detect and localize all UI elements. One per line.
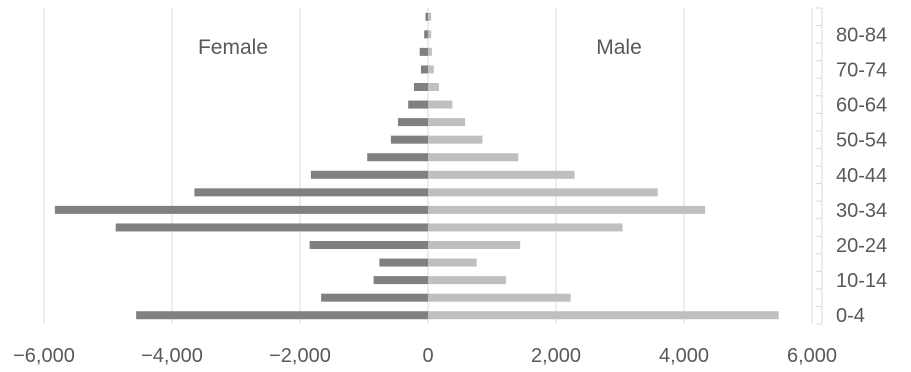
x-axis-tick-labels: −6,000 −4,000 −2,000 0 2,000 4,000 6,000 [13, 345, 837, 367]
bar-male-0-4 [428, 311, 779, 320]
bar-female-0-4 [136, 311, 428, 320]
bar-female-55-59 [397, 118, 428, 127]
bar-male-50-54 [428, 135, 483, 144]
x-tick-label: −6,000 [13, 345, 75, 367]
bar-male-45-49 [428, 153, 519, 162]
bar-male-5-9 [428, 293, 571, 302]
bar-male-25-29 [428, 223, 623, 232]
bar-male-35-39 [428, 188, 658, 197]
bar-female-75-79 [419, 47, 428, 56]
annotation-female: Female [198, 36, 268, 59]
bar-female-35-39 [194, 188, 428, 197]
category-labels: 0-4 10-14 20-24 30-34 40-44 50-54 60-64 70-74 80… [836, 24, 887, 327]
bar-female-40-44 [310, 170, 428, 179]
category-label: 60-64 [836, 95, 887, 117]
category-axis [816, 7, 823, 325]
category-label: 0-4 [836, 305, 865, 327]
x-tick-label: −2,000 [269, 345, 331, 367]
category-label: 70-74 [836, 59, 887, 81]
annotation-male: Male [596, 36, 642, 59]
bar-female-15-19 [379, 258, 428, 267]
x-tick-label: 6,000 [787, 345, 837, 367]
category-label: 40-44 [836, 165, 887, 187]
bar-female-10-14 [373, 276, 428, 285]
bar-female-45-49 [367, 153, 428, 162]
bar-female-25-29 [115, 223, 429, 232]
bar-female-85+ [425, 12, 428, 21]
bar-female-50-54 [390, 135, 428, 144]
category-label: 80-84 [836, 24, 887, 46]
category-label: 10-14 [836, 270, 887, 292]
bar-male-60-64 [428, 100, 453, 109]
bar-female-80-84 [424, 30, 428, 39]
bar-male-70-74 [428, 65, 434, 74]
bar-female-5-9 [321, 293, 428, 302]
bar-female-20-24 [309, 241, 428, 249]
bar-male-40-44 [428, 170, 575, 179]
x-tick-label: 0 [422, 345, 433, 367]
bar-male-75-79 [428, 47, 432, 56]
bar-male-80-84 [428, 30, 432, 39]
category-label: 20-24 [836, 235, 887, 257]
bar-female-60-64 [408, 100, 428, 109]
bar-male-15-19 [428, 258, 477, 267]
bar-male-10-14 [428, 276, 507, 285]
bar-female-65-69 [413, 83, 428, 91]
x-tick-label: −4,000 [141, 345, 203, 367]
bar-male-55-59 [428, 118, 466, 127]
bar-male-85+ [428, 12, 432, 21]
bar-male-65-69 [428, 83, 439, 91]
bars [54, 12, 779, 320]
category-label: 50-54 [836, 130, 887, 152]
gridlines [43, 8, 813, 324]
x-tick-label: 4,000 [659, 345, 709, 367]
bar-male-30-34 [428, 205, 706, 214]
x-tick-label: 2,000 [531, 345, 581, 367]
bar-female-30-34 [54, 205, 428, 214]
bar-female-70-74 [420, 65, 428, 74]
bar-male-20-24 [428, 241, 521, 249]
category-label: 30-34 [836, 200, 887, 222]
